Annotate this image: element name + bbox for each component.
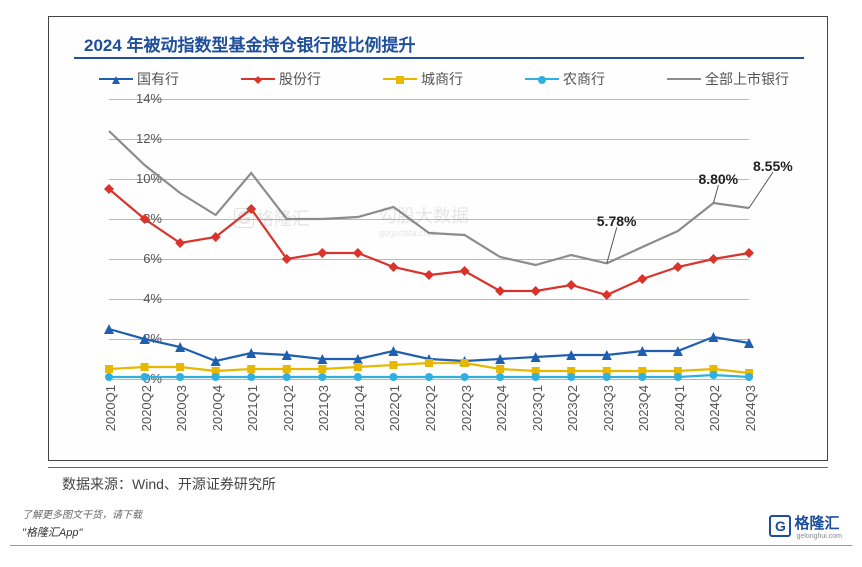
series-marker: [496, 365, 504, 373]
series-marker: [424, 270, 434, 280]
series-marker: [389, 373, 397, 381]
x-tick-label: 2023Q3: [601, 385, 616, 431]
series-line: [109, 131, 749, 265]
x-tick-label: 2024Q1: [672, 385, 687, 431]
series-marker: [141, 373, 149, 381]
annotation-leader: [607, 227, 617, 263]
series-marker: [567, 373, 575, 381]
series-marker: [674, 373, 682, 381]
series-marker: [105, 373, 113, 381]
series-marker: [496, 373, 504, 381]
x-tick-label: 2020Q1: [103, 385, 118, 431]
annotation-leader: [713, 185, 718, 203]
series-marker: [708, 254, 718, 264]
series-marker: [602, 290, 612, 300]
legend: 国有行 股份行 城商行 农商行 全部上市银行: [99, 69, 789, 89]
x-tick-label: 2024Q3: [743, 385, 758, 431]
series-marker: [388, 262, 398, 272]
legend-label: 城商行: [421, 69, 463, 89]
series-marker: [354, 373, 362, 381]
series-marker: [389, 361, 397, 369]
series-marker: [495, 286, 505, 296]
x-tick-label: 2020Q3: [174, 385, 189, 431]
chart-title: 2024 年被动指数型基金持仓银行股比例提升: [84, 31, 416, 56]
logo-text: 格隆汇: [794, 512, 842, 533]
x-tick-label: 2021Q1: [245, 385, 260, 431]
x-tick-label: 2021Q4: [352, 385, 367, 431]
x-tick-label: 2023Q4: [636, 385, 651, 431]
source-text: 数据来源：Wind、开源证券研究所: [62, 474, 276, 494]
footer-divider: [10, 545, 852, 546]
series-marker: [318, 365, 326, 373]
legend-item: 国有行: [99, 69, 179, 89]
logo-sub: gelonghui.com: [796, 533, 842, 540]
series-marker: [317, 248, 327, 258]
series-marker: [212, 373, 220, 381]
series-marker: [637, 274, 647, 284]
brand-logo: G 格隆汇 gelonghui.com: [769, 512, 842, 540]
series-marker: [353, 248, 363, 258]
legend-label: 农商行: [563, 69, 605, 89]
logo-icon: G: [769, 515, 791, 537]
x-tick-label: 2021Q2: [281, 385, 296, 431]
series-marker: [638, 373, 646, 381]
series-marker: [354, 363, 362, 371]
chart-card: 2024 年被动指数型基金持仓银行股比例提升 国有行 股份行 城商行 农商行 全部上市银…: [48, 16, 828, 461]
x-tick-label: 2020Q2: [139, 385, 154, 431]
series-marker: [283, 365, 291, 373]
series-marker: [141, 363, 149, 371]
footer-app: "格隆汇App": [22, 524, 82, 540]
legend-item: 农商行: [525, 69, 605, 89]
legend-label: 股份行: [279, 69, 321, 89]
x-tick-label: 2022Q1: [387, 385, 402, 431]
x-tick-label: 2023Q1: [530, 385, 545, 431]
legend-label: 国有行: [137, 69, 179, 89]
series-marker: [460, 266, 470, 276]
line-series-svg: [109, 99, 809, 379]
x-tick-label: 2022Q2: [423, 385, 438, 431]
x-tick-label: 2024Q2: [707, 385, 722, 431]
legend-item: 股份行: [241, 69, 321, 89]
series-marker: [709, 371, 717, 379]
footer-note: 了解更多图文干货，请下载: [22, 506, 142, 521]
series-marker: [247, 365, 255, 373]
series-marker: [566, 280, 576, 290]
x-tick-label: 2021Q3: [316, 385, 331, 431]
x-tick-label: 2023Q2: [565, 385, 580, 431]
series-marker: [461, 359, 469, 367]
series-marker: [176, 373, 184, 381]
series-marker: [745, 373, 753, 381]
series-marker: [283, 373, 291, 381]
x-tick-label: 2022Q4: [494, 385, 509, 431]
annotation-leader: [749, 172, 773, 208]
series-marker: [105, 365, 113, 373]
x-tick-label: 2020Q4: [210, 385, 225, 431]
series-marker: [247, 373, 255, 381]
series-marker: [425, 373, 433, 381]
series-marker: [603, 373, 611, 381]
plot-area: 0%2%4%6%8%10%12%14%2020Q12020Q22020Q3202…: [109, 99, 809, 379]
title-underline: [74, 57, 804, 59]
series-marker: [461, 373, 469, 381]
series-marker: [318, 373, 326, 381]
x-tick-label: 2022Q3: [459, 385, 474, 431]
series-marker: [744, 248, 754, 258]
legend-label: 全部上市银行: [705, 69, 789, 89]
legend-item: 城商行: [383, 69, 463, 89]
series-marker: [425, 359, 433, 367]
series-marker: [673, 262, 683, 272]
source-divider: [48, 467, 828, 468]
legend-item: 全部上市银行: [667, 69, 789, 89]
series-marker: [532, 373, 540, 381]
series-marker: [176, 363, 184, 371]
series-marker: [531, 286, 541, 296]
